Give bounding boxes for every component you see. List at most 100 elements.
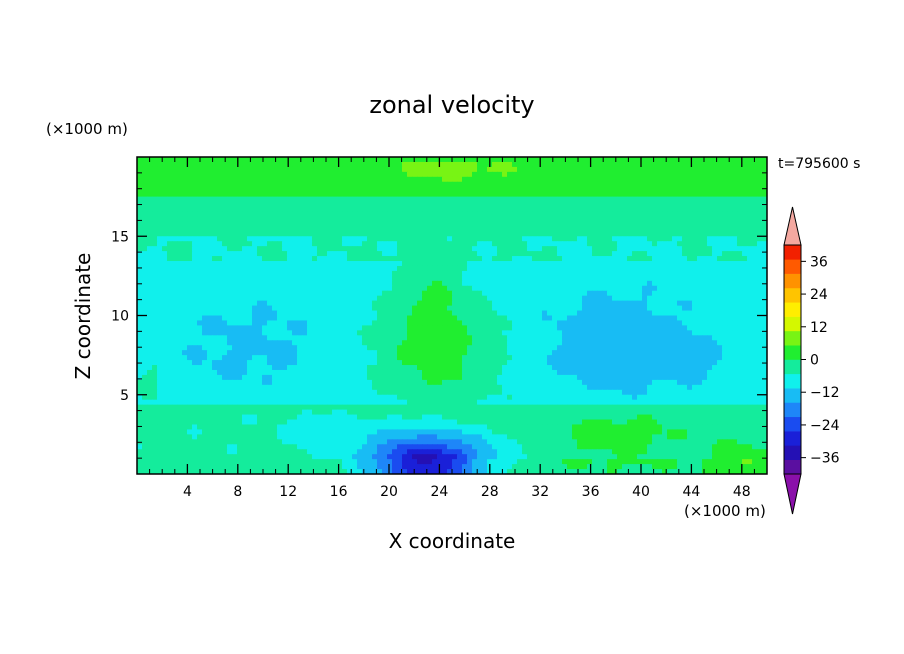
heatmap-cell bbox=[437, 265, 443, 272]
heatmap-cell bbox=[717, 226, 723, 232]
heatmap-cell bbox=[417, 275, 423, 282]
heatmap-cell bbox=[612, 196, 618, 203]
heatmap-cell bbox=[317, 310, 323, 317]
heatmap-cell bbox=[307, 256, 313, 262]
heatmap-cell bbox=[357, 335, 363, 341]
heatmap-cell bbox=[607, 335, 613, 341]
heatmap-cell bbox=[667, 231, 673, 237]
heatmap-cell bbox=[522, 231, 528, 237]
heatmap-cell bbox=[437, 231, 443, 237]
heatmap-cell bbox=[322, 300, 328, 307]
heatmap-cell bbox=[227, 211, 233, 218]
heatmap-cell bbox=[477, 211, 483, 218]
heatmap-cell bbox=[607, 290, 613, 297]
heatmap-cell bbox=[167, 226, 173, 232]
heatmap-cell bbox=[142, 295, 148, 302]
heatmap-cell bbox=[742, 171, 748, 178]
heatmap-cell bbox=[637, 290, 643, 297]
heatmap-cell bbox=[312, 201, 318, 208]
heatmap-cell bbox=[402, 206, 408, 213]
heatmap-cell bbox=[192, 305, 198, 312]
heatmap-cell bbox=[182, 290, 188, 297]
heatmap-cell bbox=[467, 181, 473, 188]
heatmap-cell bbox=[262, 256, 268, 262]
heatmap-cell bbox=[182, 191, 188, 198]
heatmap-cell bbox=[172, 221, 178, 227]
heatmap-cell bbox=[657, 340, 663, 346]
heatmap-cell bbox=[392, 340, 398, 346]
heatmap-cell bbox=[347, 226, 353, 232]
heatmap-cell bbox=[322, 216, 328, 222]
heatmap-cell bbox=[167, 350, 173, 356]
heatmap-cell bbox=[257, 340, 263, 346]
heatmap-cell bbox=[612, 206, 618, 213]
heatmap-cell bbox=[382, 236, 388, 242]
heatmap-cell bbox=[422, 171, 428, 178]
heatmap-cell bbox=[727, 181, 733, 188]
heatmap-cell bbox=[142, 256, 148, 262]
heatmap-cell bbox=[557, 285, 563, 292]
heatmap-cell bbox=[257, 295, 263, 302]
heatmap-cell bbox=[557, 320, 563, 326]
heatmap-cell bbox=[152, 211, 158, 218]
heatmap-cell bbox=[397, 350, 403, 356]
heatmap-cell bbox=[362, 265, 368, 272]
heatmap-cell bbox=[612, 261, 618, 267]
heatmap-cell bbox=[317, 211, 323, 218]
heatmap-cell bbox=[492, 350, 498, 356]
heatmap-cell bbox=[167, 280, 173, 287]
heatmap-cell bbox=[657, 246, 663, 252]
heatmap-cell bbox=[712, 157, 718, 163]
heatmap-cell bbox=[617, 325, 623, 331]
heatmap-cell bbox=[627, 320, 633, 326]
heatmap-cell bbox=[442, 315, 448, 322]
heatmap-cell bbox=[157, 211, 163, 218]
heatmap-cell bbox=[437, 350, 443, 356]
heatmap-cell bbox=[417, 216, 423, 222]
heatmap-cell bbox=[712, 181, 718, 188]
heatmap-cell bbox=[727, 270, 733, 277]
heatmap-cell bbox=[532, 290, 538, 297]
heatmap-cell bbox=[312, 275, 318, 282]
heatmap-cell bbox=[362, 206, 368, 213]
heatmap-cell bbox=[757, 270, 763, 277]
heatmap-cell bbox=[167, 295, 173, 302]
heatmap-cell bbox=[647, 280, 653, 287]
heatmap-cell bbox=[582, 325, 588, 331]
heatmap-cell bbox=[452, 325, 458, 331]
heatmap-cell bbox=[697, 206, 703, 213]
heatmap-cell bbox=[362, 181, 368, 188]
heatmap-cell bbox=[712, 285, 718, 292]
heatmap-cell bbox=[232, 265, 238, 272]
heatmap-cell bbox=[357, 320, 363, 326]
heatmap-cell bbox=[572, 315, 578, 322]
heatmap-cell bbox=[342, 201, 348, 208]
heatmap-cell bbox=[372, 300, 378, 307]
heatmap-cell bbox=[182, 241, 188, 247]
heatmap-cell bbox=[392, 350, 398, 356]
heatmap-cell bbox=[167, 310, 173, 317]
heatmap-cell bbox=[147, 345, 153, 351]
heatmap-cell bbox=[617, 290, 623, 297]
heatmap-cell bbox=[237, 246, 243, 252]
heatmap-cell bbox=[362, 295, 368, 302]
heatmap-cell bbox=[737, 201, 743, 208]
heatmap-cell bbox=[627, 261, 633, 267]
heatmap-cell bbox=[367, 231, 373, 237]
heatmap-cell bbox=[627, 275, 633, 282]
heatmap-cell bbox=[627, 300, 633, 307]
heatmap-cell bbox=[177, 191, 183, 198]
heatmap-cell bbox=[242, 246, 248, 252]
heatmap-cell bbox=[747, 325, 753, 331]
heatmap-cell bbox=[282, 340, 288, 346]
heatmap-cell bbox=[737, 231, 743, 237]
heatmap-cell bbox=[227, 340, 233, 346]
heatmap-cell bbox=[677, 181, 683, 188]
heatmap-cell bbox=[737, 280, 743, 287]
heatmap-cell bbox=[177, 285, 183, 292]
heatmap-cell bbox=[347, 285, 353, 292]
heatmap-cell bbox=[687, 265, 693, 272]
heatmap-cell bbox=[672, 275, 678, 282]
heatmap-cell bbox=[307, 305, 313, 312]
heatmap-cell bbox=[757, 330, 763, 336]
